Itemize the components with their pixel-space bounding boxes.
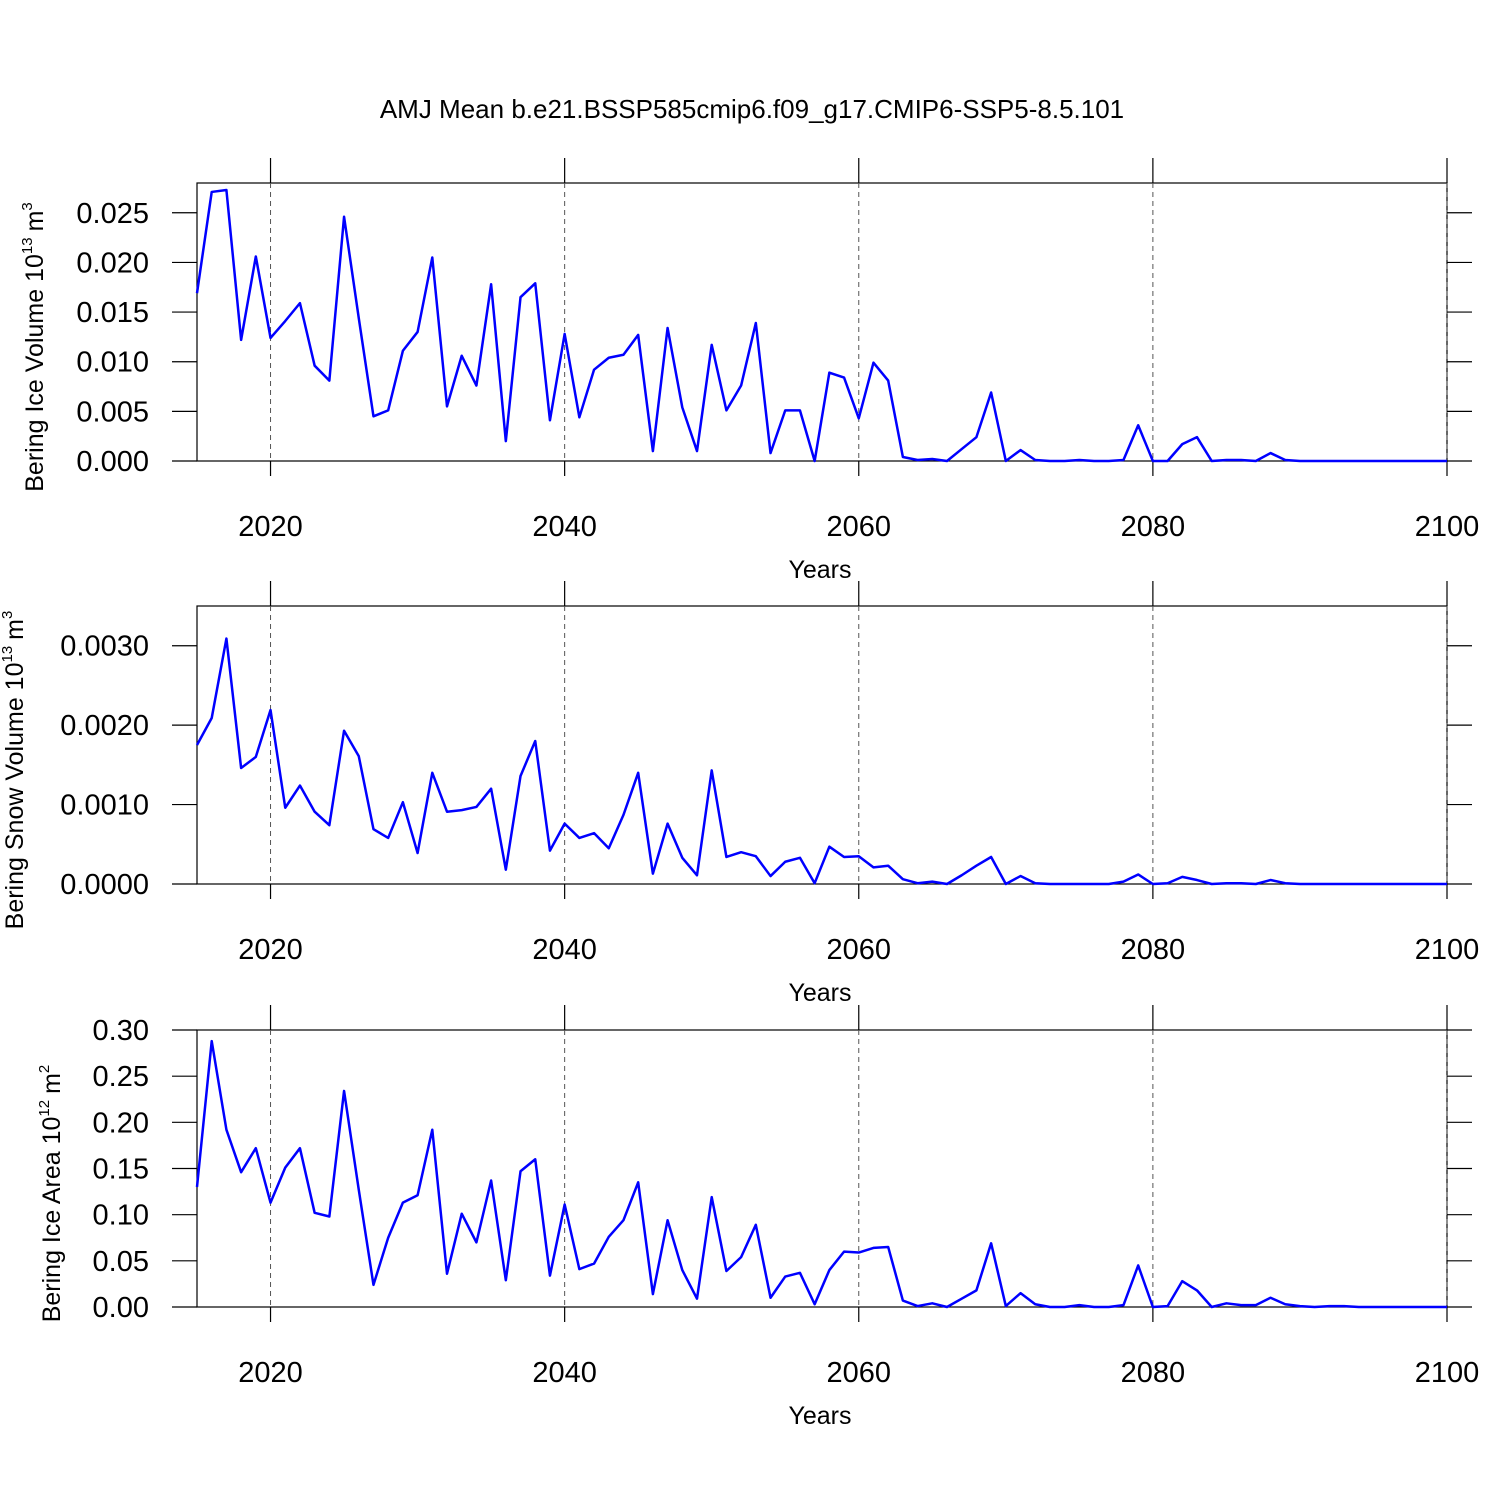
x-tick-label: 2020 [238, 511, 303, 543]
y-tick-label: 0.0010 [60, 790, 149, 822]
y-axis-label-superscript: 3 [0, 611, 16, 619]
y-axis-label-part: Bering Ice Volume 10 [21, 254, 49, 492]
y-tick-label: 0.15 [93, 1154, 149, 1186]
y-tick-label: 0.0000 [60, 869, 149, 901]
y-axis-label-superscript: 12 [36, 1100, 53, 1117]
y-tick-label: 0.010 [76, 347, 149, 379]
y-axis-label: Bering Ice Volume 1013 m3 [19, 202, 49, 492]
y-tick-label: 0.000 [76, 446, 149, 478]
x-tick-label: 2020 [238, 934, 303, 966]
y-axis-label-part: m [1, 619, 29, 640]
y-axis-label-part: Bering Snow Volume 10 [1, 663, 29, 930]
data-line [195, 188, 1447, 463]
y-axis-label-part: m [21, 211, 49, 232]
y-axis-label-superscript: 13 [19, 237, 36, 254]
y-tick-label: 0.005 [76, 396, 149, 428]
y-axis-label: Bering Snow Volume 1013 m3 [0, 611, 29, 930]
x-tick-label: 2080 [1121, 934, 1186, 966]
y-tick-label: 0.25 [93, 1061, 149, 1093]
x-tick-label: 2060 [827, 934, 892, 966]
y-axis-label-superscript: 2 [36, 1065, 53, 1073]
x-axis-label: Years [788, 556, 851, 584]
figure-title: AMJ Mean b.e21.BSSP585cmip6.f09_g17.CMIP… [380, 94, 1124, 124]
data-line [195, 637, 1447, 886]
y-tick-label: 0.0030 [60, 631, 149, 663]
y-tick-label: 0.015 [76, 297, 149, 329]
x-tick-label: 2100 [1415, 1357, 1480, 1389]
y-axis-label: Bering Ice Area 1012 m2 [36, 1065, 66, 1323]
x-tick-label: 2020 [238, 1357, 303, 1389]
y-tick-label: 0.00 [93, 1292, 149, 1324]
y-axis-label-part: Bering Ice Area 10 [38, 1117, 66, 1323]
y-tick-label: 0.30 [93, 1015, 149, 1047]
y-axis-label-part: m [38, 1073, 66, 1094]
data-line [195, 1039, 1447, 1309]
y-tick-label: 0.20 [93, 1107, 149, 1139]
y-tick-label: 0.025 [76, 198, 149, 230]
y-axis-label-superscript: 3 [19, 202, 36, 210]
x-tick-label: 2060 [827, 511, 892, 543]
x-tick-label: 2040 [532, 1357, 597, 1389]
y-tick-label: 0.020 [76, 247, 149, 279]
x-tick-label: 2100 [1415, 934, 1480, 966]
x-axis-label: Years [788, 979, 851, 1007]
x-tick-label: 2040 [532, 511, 597, 543]
x-tick-label: 2040 [532, 934, 597, 966]
x-tick-label: 2080 [1121, 511, 1186, 543]
y-axis-label-superscript: 13 [0, 646, 16, 663]
y-tick-label: 0.05 [93, 1246, 149, 1278]
y-tick-label: 0.10 [93, 1200, 149, 1232]
x-axis-label: Years [788, 1402, 851, 1430]
y-tick-label: 0.0020 [60, 710, 149, 742]
x-tick-label: 2100 [1415, 511, 1480, 543]
x-tick-label: 2080 [1121, 1357, 1186, 1389]
x-tick-label: 2060 [827, 1357, 892, 1389]
